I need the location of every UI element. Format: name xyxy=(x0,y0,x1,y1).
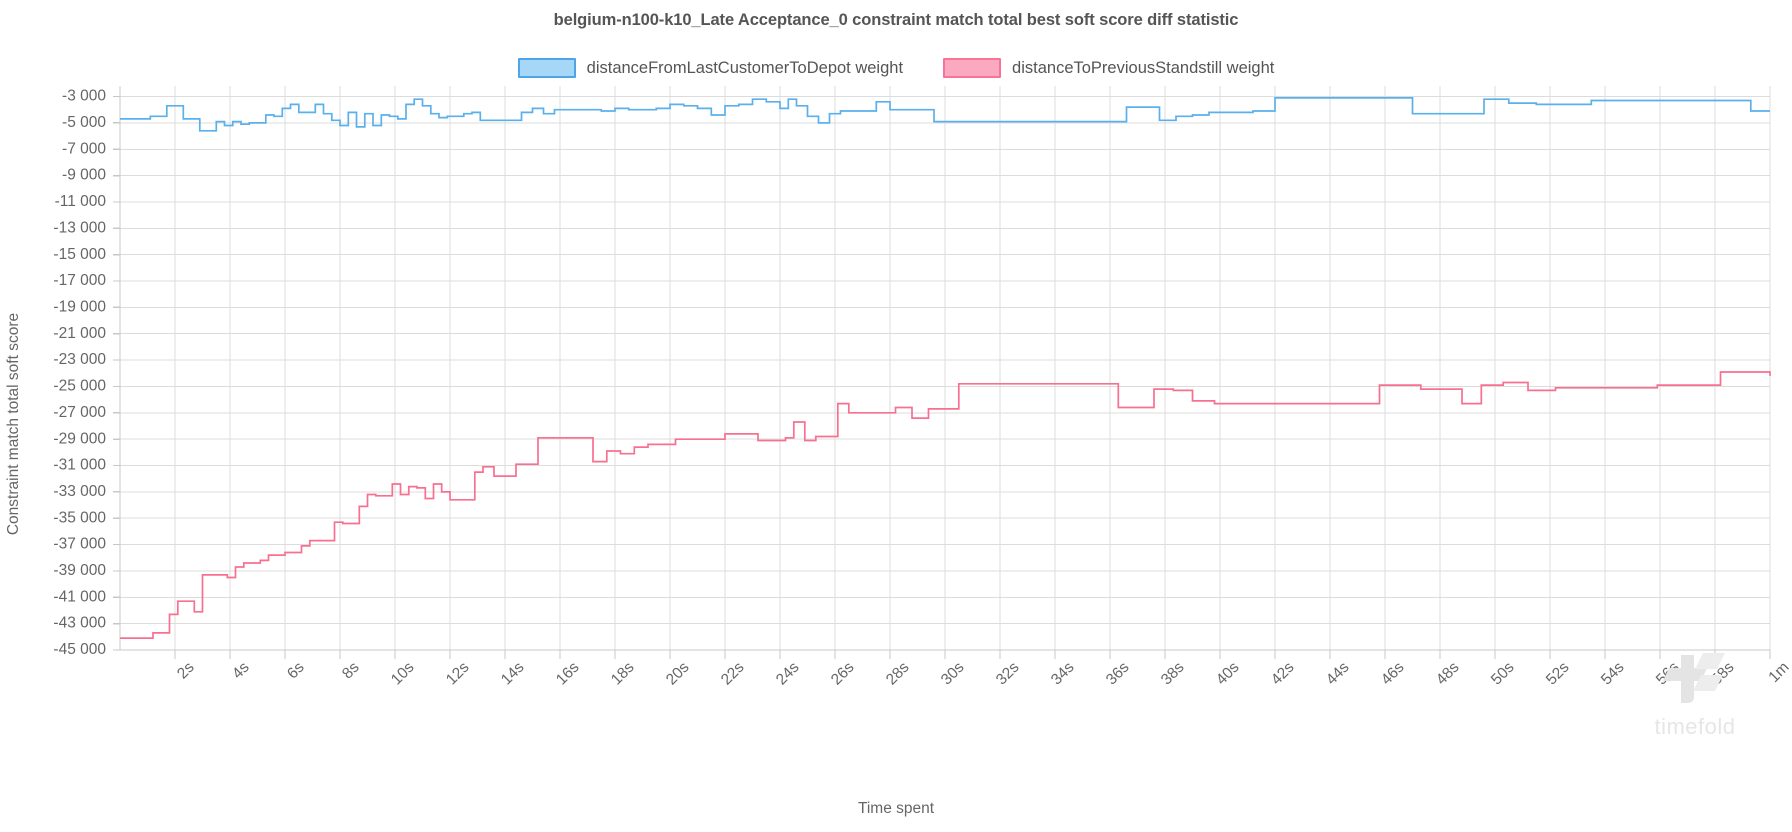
x-tick-label: 46s xyxy=(1378,659,1408,689)
y-tick-label: -25 000 xyxy=(53,378,106,395)
y-tick-label: -41 000 xyxy=(53,588,106,605)
legend-swatch-pink-icon xyxy=(943,58,1002,78)
x-tick-label: 4s xyxy=(229,659,253,683)
x-tick-label: 48s xyxy=(1433,659,1463,689)
x-tick-label: 2s xyxy=(174,659,198,683)
x-tick-label: 34s xyxy=(1048,659,1078,689)
x-tick-label: 58s xyxy=(1708,659,1738,689)
x-tick-label: 20s xyxy=(663,659,693,689)
x-tick-label: 12s xyxy=(443,659,473,689)
y-tick-label: -45 000 xyxy=(53,641,106,658)
y-tick-label: -9 000 xyxy=(62,167,106,184)
y-axis-title: Constraint match total soft score xyxy=(5,312,22,536)
y-tick-label: -27 000 xyxy=(53,404,106,421)
x-axis-title: Time spent xyxy=(857,800,935,817)
y-tick-label: -11 000 xyxy=(55,193,107,210)
series-line-0 xyxy=(120,97,1770,132)
legend-label-series-1: distanceToPreviousStandstill weight xyxy=(1012,58,1275,77)
series-line-1 xyxy=(120,371,1771,639)
y-tick-label: -39 000 xyxy=(53,562,106,579)
legend-swatch-blue-icon xyxy=(517,58,576,78)
x-tick-label: 32s xyxy=(993,659,1023,689)
legend-label-series-0: distanceFromLastCustomerToDepot weight xyxy=(586,58,904,77)
x-tick-label: 42s xyxy=(1268,659,1298,689)
legend-item-distance-from-last-customer-to-depot[interactable]: distanceFromLastCustomerToDepot weight xyxy=(517,58,904,78)
x-tick-label: 6s xyxy=(284,659,308,683)
x-tick-label: 40s xyxy=(1213,659,1243,689)
y-tick-label: -21 000 xyxy=(53,325,106,342)
x-tick-label: 22s xyxy=(718,659,748,689)
x-tick-label: 14s xyxy=(498,659,528,689)
y-tick-label: -3 000 xyxy=(62,88,106,105)
y-tick-label: -37 000 xyxy=(53,536,106,553)
x-tick-label: 30s xyxy=(938,659,968,689)
x-tick-label: 38s xyxy=(1158,659,1188,689)
x-tick-label: 16s xyxy=(553,659,583,689)
chart-legend: distanceFromLastCustomerToDepot weight d… xyxy=(0,58,1792,78)
x-tick-label: 50s xyxy=(1488,659,1518,689)
legend-item-distance-to-previous-standstill[interactable]: distanceToPreviousStandstill weight xyxy=(943,58,1274,78)
x-tick-label: 18s xyxy=(608,659,638,689)
y-tick-label: -15 000 xyxy=(53,246,106,263)
x-tick-label: 8s xyxy=(339,659,363,683)
x-tick-label: 26s xyxy=(828,659,858,689)
y-tick-label: -23 000 xyxy=(53,351,106,368)
x-tick-label: 56s xyxy=(1653,659,1683,689)
y-tick-label: -43 000 xyxy=(53,615,106,632)
y-tick-label: -35 000 xyxy=(53,509,106,526)
x-tick-label: 36s xyxy=(1103,659,1133,689)
y-tick-label: -5 000 xyxy=(62,114,106,131)
y-tick-label: -19 000 xyxy=(53,298,106,315)
x-tick-label: 54s xyxy=(1598,659,1628,689)
x-tick-label: 1m xyxy=(1765,659,1792,686)
x-tick-label: 10s xyxy=(388,659,418,689)
x-tick-label: 52s xyxy=(1543,659,1573,689)
y-tick-label: -13 000 xyxy=(53,219,106,236)
chart-title: belgium-n100-k10_Late Acceptance_0 const… xyxy=(553,11,1239,29)
y-tick-label: -29 000 xyxy=(53,430,106,447)
y-tick-label: -7 000 xyxy=(62,140,106,157)
y-tick-label: -31 000 xyxy=(53,457,106,474)
x-tick-label: 44s xyxy=(1323,659,1353,689)
x-tick-label: 24s xyxy=(773,659,803,689)
y-tick-label: -17 000 xyxy=(53,272,106,289)
x-tick-label: 28s xyxy=(883,659,913,689)
y-tick-label: -33 000 xyxy=(53,483,106,500)
